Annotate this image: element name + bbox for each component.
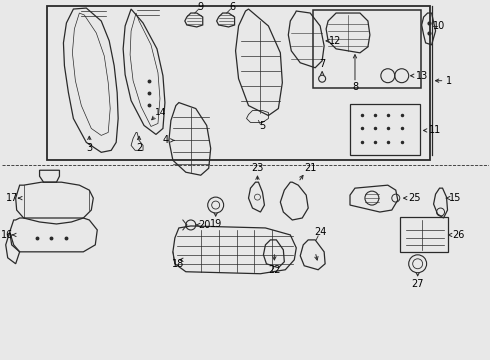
Text: 12: 12 <box>329 36 341 46</box>
Text: 15: 15 <box>449 193 462 203</box>
Text: 6: 6 <box>229 2 236 12</box>
Text: 13: 13 <box>416 71 428 81</box>
Text: 22: 22 <box>268 265 281 275</box>
Text: 3: 3 <box>86 143 93 153</box>
Text: 23: 23 <box>251 163 264 173</box>
Text: 27: 27 <box>412 279 424 289</box>
Text: 2: 2 <box>136 143 142 153</box>
Text: 18: 18 <box>172 259 184 269</box>
Text: 8: 8 <box>352 82 358 92</box>
Text: 16: 16 <box>0 230 13 240</box>
Text: 1: 1 <box>446 76 453 86</box>
Text: 26: 26 <box>452 230 465 240</box>
Text: 7: 7 <box>319 59 325 69</box>
Text: 10: 10 <box>434 21 446 31</box>
Text: 4: 4 <box>163 135 169 145</box>
Text: 19: 19 <box>210 219 222 229</box>
Text: 17: 17 <box>5 193 18 203</box>
Bar <box>350 104 419 155</box>
Text: 11: 11 <box>428 125 441 135</box>
Text: 21: 21 <box>304 163 317 173</box>
Text: 20: 20 <box>198 220 211 230</box>
Bar <box>313 10 420 87</box>
Text: 14: 14 <box>155 108 167 117</box>
Bar <box>400 217 447 252</box>
Text: 24: 24 <box>314 227 326 237</box>
Text: 5: 5 <box>259 121 266 131</box>
Bar <box>47 6 430 160</box>
Text: 9: 9 <box>197 2 204 12</box>
Text: 25: 25 <box>409 193 421 203</box>
